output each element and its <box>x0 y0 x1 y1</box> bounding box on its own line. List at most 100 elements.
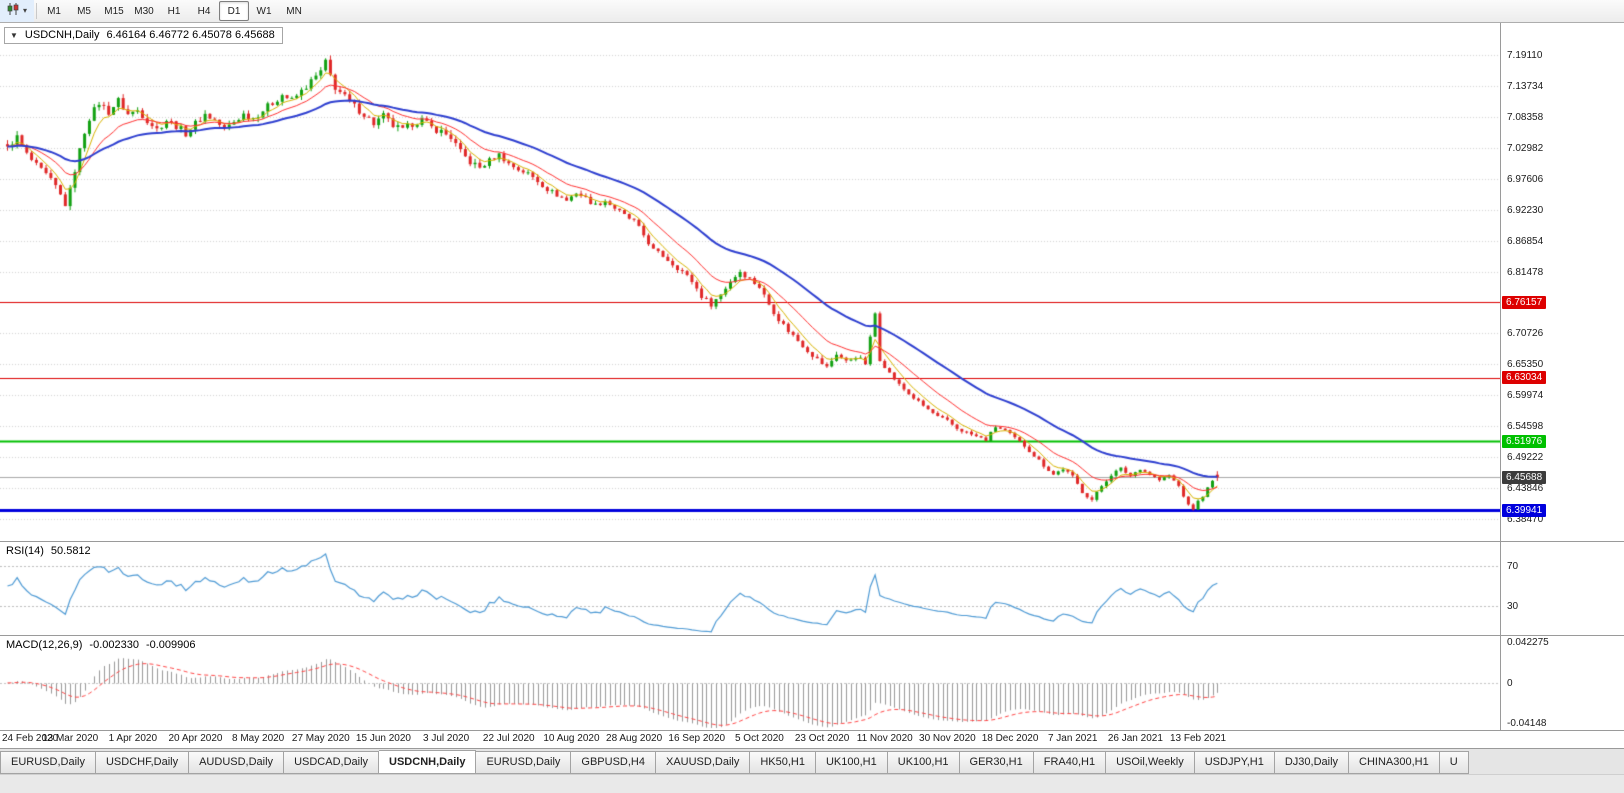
date-label: 11 Nov 2020 <box>856 733 913 744</box>
toolbar: ▾ M1 M5 M15 M30 H1 H4 D1 W1 MN <box>0 0 1624 23</box>
macd-axis: 0.042275 0 -0.04148 <box>1500 636 1624 730</box>
macd-axis-label: 0.042275 <box>1507 637 1549 648</box>
chart-type-dropdown-button[interactable]: ▾ <box>0 0 35 22</box>
chart-tab-eurusd-daily[interactable]: EURUSD,Daily <box>476 751 572 774</box>
price-axis: 7.19110 7.13734 7.08358 7.02982 6.97606 6.922… <box>1500 23 1624 541</box>
macd-signal-value: -0.009906 <box>145 639 196 651</box>
macd-panel: MACD(12,26,9) -0.002330 -0.009906 0.0422… <box>0 636 1624 731</box>
date-label: 13 Mar 2020 <box>42 733 99 744</box>
date-label: 7 Jan 2021 <box>1047 733 1098 744</box>
date-label: 23 Oct 2020 <box>794 733 850 744</box>
date-label: 16 Sep 2020 <box>668 733 726 744</box>
chart-tab-eurusd-daily[interactable]: EURUSD,Daily <box>0 751 96 774</box>
candlestick-chart-icon <box>7 2 20 20</box>
date-label: 13 Feb 2021 <box>1169 733 1227 744</box>
one-click-collapse-icon[interactable]: ▼ <box>10 30 18 40</box>
chart-window: ▼ USDCNH,Daily 6.46164 6.46772 6.45078 6… <box>0 23 1624 749</box>
chart-tab-uk100-h1[interactable]: UK100,H1 <box>815 751 888 774</box>
macd-indicator-label: MACD(12,26,9) -0.002330 -0.009906 <box>6 639 196 651</box>
chevron-down-icon: ▾ <box>23 6 28 15</box>
hline-price-badge[interactable]: 6.39941 <box>1502 503 1547 517</box>
timeframe-button-h4[interactable]: H4 <box>197 5 211 17</box>
date-label: 10 Aug 2020 <box>543 733 600 744</box>
tab-bar: EURUSD,Daily USDCHF,Daily AUDUSD,Daily USDC… <box>0 749 1624 775</box>
hline-price-badge[interactable]: 6.63034 <box>1502 371 1547 385</box>
chart-tab-ger30-h1[interactable]: GER30,H1 <box>959 751 1034 774</box>
chart-tab-dj30-daily[interactable]: DJ30,Daily <box>1274 751 1350 774</box>
rsi-level-label: 70 <box>1507 561 1519 572</box>
price-axis-label: 6.86854 <box>1507 235 1544 247</box>
price-axis-label: 6.97606 <box>1507 173 1544 185</box>
rsi-level-label: 30 <box>1507 601 1519 612</box>
chart-tab-gbpusd-h4[interactable]: GBPUSD,H4 <box>571 751 656 774</box>
price-axis-label: 6.65350 <box>1507 359 1544 371</box>
price-axis-label: 7.13734 <box>1507 80 1544 92</box>
chart-tab-usdcad-daily[interactable]: USDCAD,Daily <box>284 751 380 774</box>
chart-tab-usdcnh-daily[interactable]: USDCNH,Daily <box>379 750 477 774</box>
chart-symbol-period: USDCNH,Daily <box>24 29 100 41</box>
timeframe-button-mn[interactable]: MN <box>286 5 302 17</box>
chart-tab-hk50-h1[interactable]: HK50,H1 <box>750 751 816 774</box>
date-label: 3 Jul 2020 <box>423 733 470 744</box>
date-label: 27 May 2020 <box>291 733 350 744</box>
macd-main-value: -0.002330 <box>89 639 139 651</box>
chart-tab-xauusd-daily[interactable]: XAUUSD,Daily <box>655 751 751 774</box>
chart-tab-usdjpy-h1[interactable]: USDJPY,H1 <box>1194 751 1275 774</box>
date-label: 22 Jul 2020 <box>482 733 535 744</box>
rsi-name: RSI(14) <box>6 545 44 557</box>
rsi-indicator-label: RSI(14) 50.5812 <box>6 545 91 557</box>
timeframe-button-m1[interactable]: M1 <box>47 5 61 17</box>
chart-tab-fra40-h1[interactable]: FRA40,H1 <box>1033 751 1107 774</box>
timeframe-buttons: M1 M5 M15 M30 H1 H4 D1 W1 MN <box>39 0 309 22</box>
chart-tab-china300-h1[interactable]: CHINA300,H1 <box>1349 751 1440 774</box>
price-axis-label: 6.54598 <box>1507 421 1544 433</box>
rsi-canvas[interactable] <box>0 542 1500 635</box>
macd-axis-label: -0.04148 <box>1507 718 1547 729</box>
timeframe-button-m5[interactable]: M5 <box>77 5 91 17</box>
chart-tab-u[interactable]: U <box>1439 751 1469 774</box>
date-label: 5 Oct 2020 <box>734 733 784 744</box>
price-axis-label: 7.19110 <box>1507 49 1543 61</box>
date-label: 26 Jan 2021 <box>1107 733 1163 744</box>
chart-title-box: ▼ USDCNH,Daily 6.46164 6.46772 6.45078 6… <box>4 27 283 44</box>
timeframe-button-h1[interactable]: H1 <box>167 5 181 17</box>
hline-price-badge[interactable]: 6.76157 <box>1502 295 1547 309</box>
chart-tab-usoil-weekly[interactable]: USOil,Weekly <box>1106 751 1195 774</box>
bottom-strip <box>0 775 1624 793</box>
toolbar-separator <box>36 3 38 19</box>
date-label: 18 Dec 2020 <box>981 733 1039 744</box>
price-axis-label: 6.59974 <box>1507 390 1544 402</box>
date-label: 30 Nov 2020 <box>919 733 976 744</box>
price-axis-label: 6.43846 <box>1507 483 1544 495</box>
chart-tab-uk100-h1[interactable]: UK100,H1 <box>887 751 960 774</box>
chart-tab-usdchf-daily[interactable]: USDCHF,Daily <box>95 751 190 774</box>
main-chart-panel: ▼ USDCNH,Daily 6.46164 6.46772 6.45078 6… <box>0 23 1624 542</box>
date-label: 15 Jun 2020 <box>355 733 411 744</box>
chart-ohlc-values: 6.46164 6.46772 6.45078 6.45688 <box>106 29 275 41</box>
price-axis-label: 6.70726 <box>1507 328 1544 340</box>
chart-tab-audusd-daily[interactable]: AUDUSD,Daily <box>189 751 285 774</box>
macd-canvas[interactable] <box>0 636 1500 730</box>
timeframe-button-w1[interactable]: W1 <box>256 5 272 17</box>
rsi-axis: 70 30 <box>1500 542 1624 635</box>
price-axis-label: 6.49222 <box>1507 452 1544 464</box>
current-price-badge: 6.45688 <box>1502 470 1547 484</box>
price-axis-label: 7.02982 <box>1507 142 1544 154</box>
price-axis-label: 6.38470 <box>1507 513 1544 525</box>
timeframe-button-d1[interactable]: D1 <box>219 1 250 21</box>
date-label: 28 Aug 2020 <box>606 733 663 744</box>
date-label: 1 Apr 2020 <box>108 733 157 744</box>
macd-name: MACD(12,26,9) <box>6 639 83 651</box>
date-label: 24 Feb 2020 <box>2 733 59 744</box>
date-label: 8 May 2020 <box>231 733 285 744</box>
date-axis: 24 Feb 2020 13 Mar 2020 1 Apr 2020 20 Apr 2… <box>0 731 1624 749</box>
rsi-panel: RSI(14) 50.5812 70 30 <box>0 542 1624 636</box>
price-axis-label: 7.08358 <box>1507 111 1544 123</box>
timeframe-button-m30[interactable]: M30 <box>134 5 154 17</box>
rsi-value: 50.5812 <box>50 545 91 557</box>
timeframe-button-m15[interactable]: M15 <box>104 5 124 17</box>
date-label: 20 Apr 2020 <box>168 733 223 744</box>
main-chart-canvas[interactable] <box>0 23 1500 541</box>
price-axis-label: 6.92230 <box>1507 204 1544 216</box>
hline-price-badge[interactable]: 6.51976 <box>1502 434 1547 448</box>
